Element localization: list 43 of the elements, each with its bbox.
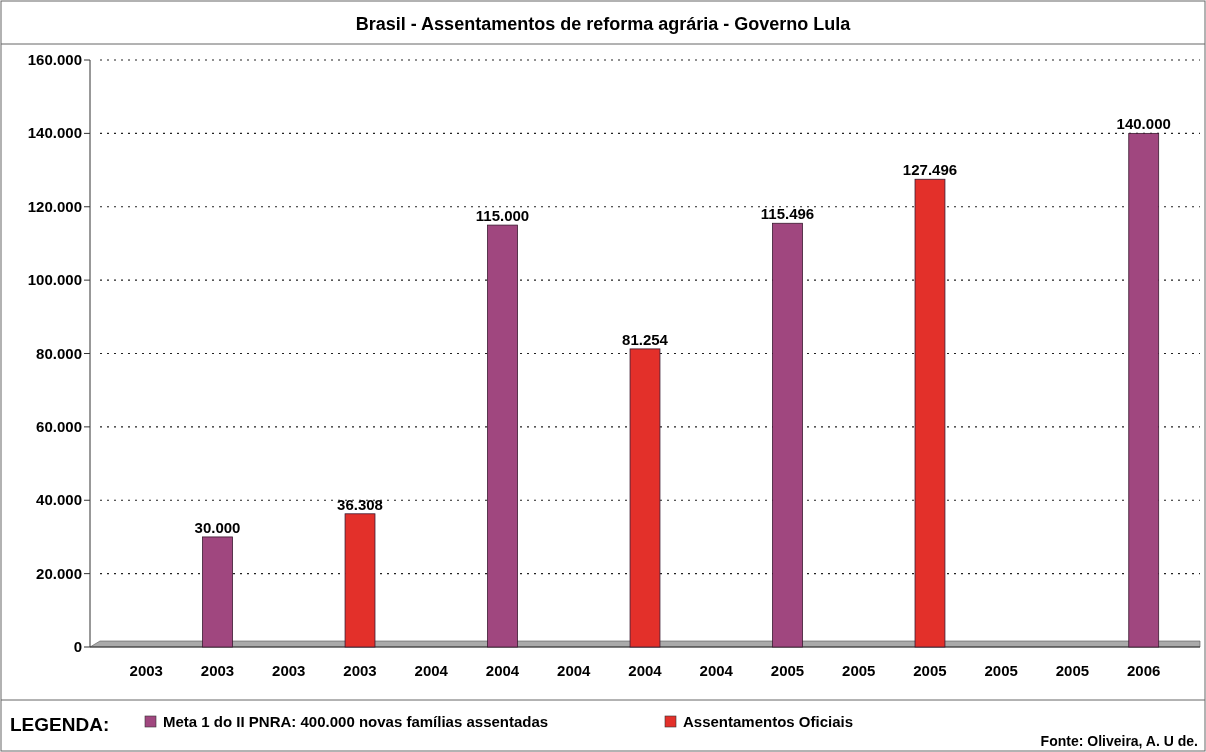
data-label: 81.254 [622, 330, 669, 348]
x-tick-label: 2003 [272, 662, 306, 679]
data-label: 140.000 [1116, 115, 1171, 133]
bar [202, 536, 233, 648]
x-tick-label: 2005 [842, 662, 876, 679]
x-tick-label: 2003 [200, 662, 235, 679]
x-tick-label: 2003 [129, 662, 163, 679]
y-tick-label: 160.000 [27, 51, 82, 68]
x-tick-label: 2005 [984, 662, 1018, 679]
x-tick-label: 2004 [557, 662, 592, 679]
bar [629, 348, 661, 648]
y-tick-label: 80.000 [36, 344, 82, 362]
bar [914, 178, 946, 648]
y-tick-label: 20.000 [36, 564, 82, 582]
x-tick-label: 2004 [699, 662, 734, 679]
x-tick-label: 2005 [770, 662, 805, 679]
x-tick-label: 2004 [628, 662, 663, 679]
source-note: Fonte: Oliveira, A. U de. [1040, 733, 1198, 749]
y-tick-label: 120.000 [27, 197, 82, 215]
data-label: 115.496 [760, 205, 815, 223]
bar [487, 224, 518, 648]
chart-title: Brasil - Assentamentos de reforma agrária - Governo Lula [355, 14, 852, 34]
data-label: 115.000 [475, 207, 530, 225]
data-label: 30.000 [194, 518, 241, 536]
y-tick-label: 140.000 [27, 124, 82, 142]
y-tick-label: 0 [73, 638, 82, 655]
x-tick-label: 2005 [913, 662, 947, 679]
x-tick-label: 2006 [1127, 662, 1161, 679]
legend-label: Meta 1 do II PNRA: 400.000 novas famílias assentadas [163, 713, 549, 730]
y-tick-label: 40.000 [36, 491, 82, 509]
y-tick-label: 100.000 [27, 271, 82, 289]
bar [1128, 132, 1160, 648]
bar [772, 222, 803, 648]
x-tick-label: 2005 [1055, 662, 1090, 679]
legend-label: Assentamentos Oficiais [683, 713, 854, 730]
y-tick-label: 60.000 [36, 417, 82, 435]
data-label: 127.496 [902, 161, 958, 179]
bar [344, 513, 376, 648]
x-tick-label: 2004 [485, 662, 520, 679]
data-label: 36.308 [337, 495, 383, 513]
legend-title: LEGENDA: [10, 714, 110, 735]
x-tick-label: 2004 [414, 662, 449, 679]
x-tick-label: 2003 [343, 662, 377, 679]
